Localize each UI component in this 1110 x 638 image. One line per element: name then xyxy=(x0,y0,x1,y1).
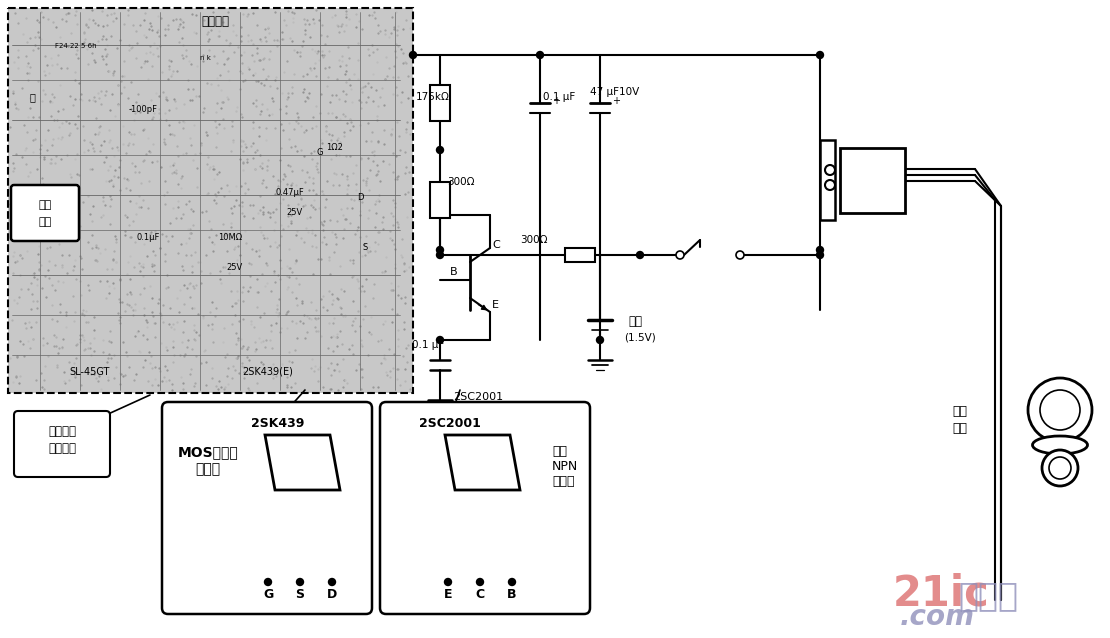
Text: SL-45GT: SL-45GT xyxy=(70,367,110,377)
Text: +: + xyxy=(552,96,561,105)
Text: D: D xyxy=(356,193,363,202)
Circle shape xyxy=(444,579,452,586)
Text: 蕾: 蕾 xyxy=(30,92,36,102)
Circle shape xyxy=(1049,457,1071,479)
FancyBboxPatch shape xyxy=(380,402,591,614)
Text: 电池: 电池 xyxy=(628,315,642,328)
Bar xyxy=(430,182,450,218)
Text: n k: n k xyxy=(200,55,211,61)
Polygon shape xyxy=(265,435,340,490)
Text: 0.1μF: 0.1μF xyxy=(137,233,160,242)
Circle shape xyxy=(436,147,444,154)
Text: B: B xyxy=(507,588,517,601)
Circle shape xyxy=(296,579,303,586)
Circle shape xyxy=(596,336,604,343)
Text: 晶体管: 晶体管 xyxy=(195,462,221,476)
Text: 0.47μF: 0.47μF xyxy=(275,188,304,197)
Text: 2SC2001: 2SC2001 xyxy=(420,417,481,430)
Text: 2SK439: 2SK439 xyxy=(251,417,304,430)
Text: 2SK439(E): 2SK439(E) xyxy=(243,367,293,377)
Circle shape xyxy=(508,579,515,586)
FancyBboxPatch shape xyxy=(162,402,372,614)
Text: 高频信号: 高频信号 xyxy=(48,425,75,438)
Circle shape xyxy=(1028,378,1092,442)
Bar xyxy=(8,8,413,393)
Circle shape xyxy=(736,251,744,259)
Circle shape xyxy=(676,251,684,259)
Text: 25V: 25V xyxy=(286,208,303,217)
Circle shape xyxy=(264,579,272,586)
Text: (1.5V): (1.5V) xyxy=(624,332,656,342)
Text: 0.1 μF: 0.1 μF xyxy=(412,340,444,350)
Text: 高频: 高频 xyxy=(552,445,567,458)
Ellipse shape xyxy=(1032,436,1088,454)
FancyBboxPatch shape xyxy=(14,411,110,477)
Text: G: G xyxy=(316,148,323,157)
Text: 2SC2001: 2SC2001 xyxy=(453,392,503,402)
Polygon shape xyxy=(445,435,519,490)
Circle shape xyxy=(436,251,444,258)
Bar xyxy=(820,140,835,220)
Text: 21ic: 21ic xyxy=(894,572,990,614)
Text: D: D xyxy=(326,588,337,601)
Circle shape xyxy=(436,246,444,253)
Text: S: S xyxy=(295,588,304,601)
Text: 磁棒: 磁棒 xyxy=(39,200,52,210)
Text: +: + xyxy=(612,96,620,105)
Text: 耳机: 耳机 xyxy=(952,422,968,435)
Circle shape xyxy=(825,180,835,190)
Bar xyxy=(840,148,905,213)
FancyBboxPatch shape xyxy=(11,185,79,241)
Text: 300Ω: 300Ω xyxy=(519,235,547,245)
Circle shape xyxy=(436,336,444,343)
Text: C: C xyxy=(492,240,500,250)
Text: S: S xyxy=(362,243,367,252)
Circle shape xyxy=(825,165,835,175)
Circle shape xyxy=(1040,390,1080,430)
Circle shape xyxy=(536,52,544,59)
Circle shape xyxy=(817,251,824,258)
Text: G: G xyxy=(263,588,273,601)
Text: 175kΩ: 175kΩ xyxy=(416,92,450,102)
Circle shape xyxy=(636,251,644,258)
Text: 10MΩ: 10MΩ xyxy=(218,233,242,242)
Text: 接收电路: 接收电路 xyxy=(48,442,75,455)
Text: F24 22 5 6h: F24 22 5 6h xyxy=(56,43,97,49)
Text: 晶体: 晶体 xyxy=(952,405,968,418)
Circle shape xyxy=(817,52,824,59)
Circle shape xyxy=(329,579,335,586)
Text: 晶体管: 晶体管 xyxy=(552,475,575,488)
Text: 47 μF10V: 47 μF10V xyxy=(591,87,639,97)
Text: 25V: 25V xyxy=(226,263,243,272)
Text: -100pF: -100pF xyxy=(129,105,158,114)
Text: 天线: 天线 xyxy=(39,217,52,227)
Bar xyxy=(565,248,595,262)
Text: 外接天线: 外接天线 xyxy=(201,15,229,28)
Text: 0.1 μF: 0.1 μF xyxy=(543,92,575,102)
Text: C: C xyxy=(475,588,485,601)
Text: E: E xyxy=(492,300,500,310)
Text: E: E xyxy=(444,588,452,601)
Circle shape xyxy=(476,579,484,586)
Text: .com: .com xyxy=(900,603,975,631)
Text: MOS场效应: MOS场效应 xyxy=(178,445,239,459)
Circle shape xyxy=(817,246,824,253)
Circle shape xyxy=(1042,450,1078,486)
Circle shape xyxy=(410,52,416,59)
Text: 300Ω: 300Ω xyxy=(447,177,474,187)
Text: 1Ω2: 1Ω2 xyxy=(326,143,343,152)
Text: NPN: NPN xyxy=(552,460,578,473)
Text: B: B xyxy=(450,267,457,277)
Text: 电子网: 电子网 xyxy=(958,579,1018,612)
Bar xyxy=(430,84,450,121)
